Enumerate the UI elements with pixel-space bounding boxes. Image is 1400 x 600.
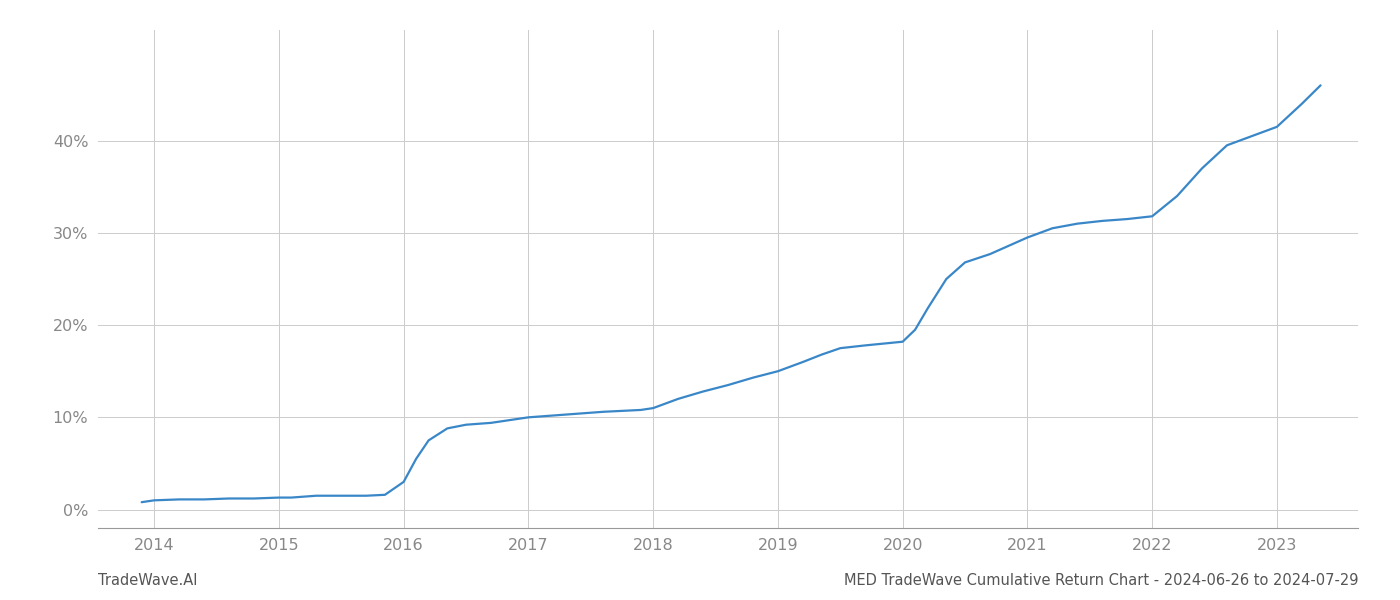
Text: TradeWave.AI: TradeWave.AI	[98, 573, 197, 588]
Text: MED TradeWave Cumulative Return Chart - 2024-06-26 to 2024-07-29: MED TradeWave Cumulative Return Chart - …	[843, 573, 1358, 588]
